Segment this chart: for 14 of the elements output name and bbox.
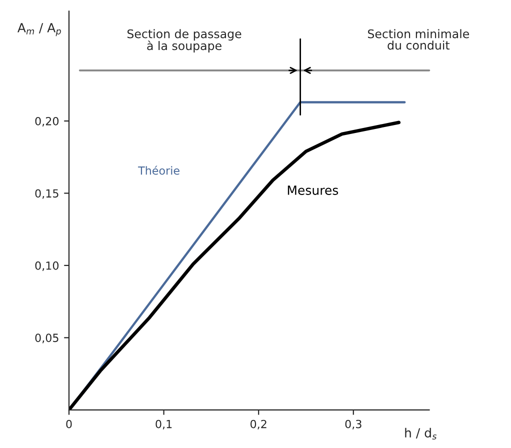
text: Théorie	[138, 166, 180, 175]
x-tick-label: 0,1	[156, 420, 172, 430]
series-label: Mesures	[288, 186, 338, 195]
annotation: Section de passage à la soupape	[127, 29, 242, 52]
x-tick-label: 0,2	[250, 420, 266, 430]
x-tick-label: 0	[66, 420, 72, 428]
annotation: Section minimale du conduit	[368, 29, 470, 50]
y-tick-label: 0,20	[35, 116, 59, 127]
y-tick-label: 0,05	[35, 334, 58, 344]
x-axis-title: h / d$_{s}$	[405, 428, 437, 440]
y-tick-label: 0,10	[35, 261, 59, 271]
y-axis-title: A$_{m}$ / A$_{p}$	[18, 23, 61, 36]
x-tick-label: 0,3	[345, 420, 362, 430]
y-tick-label: 0,15	[35, 189, 58, 199]
